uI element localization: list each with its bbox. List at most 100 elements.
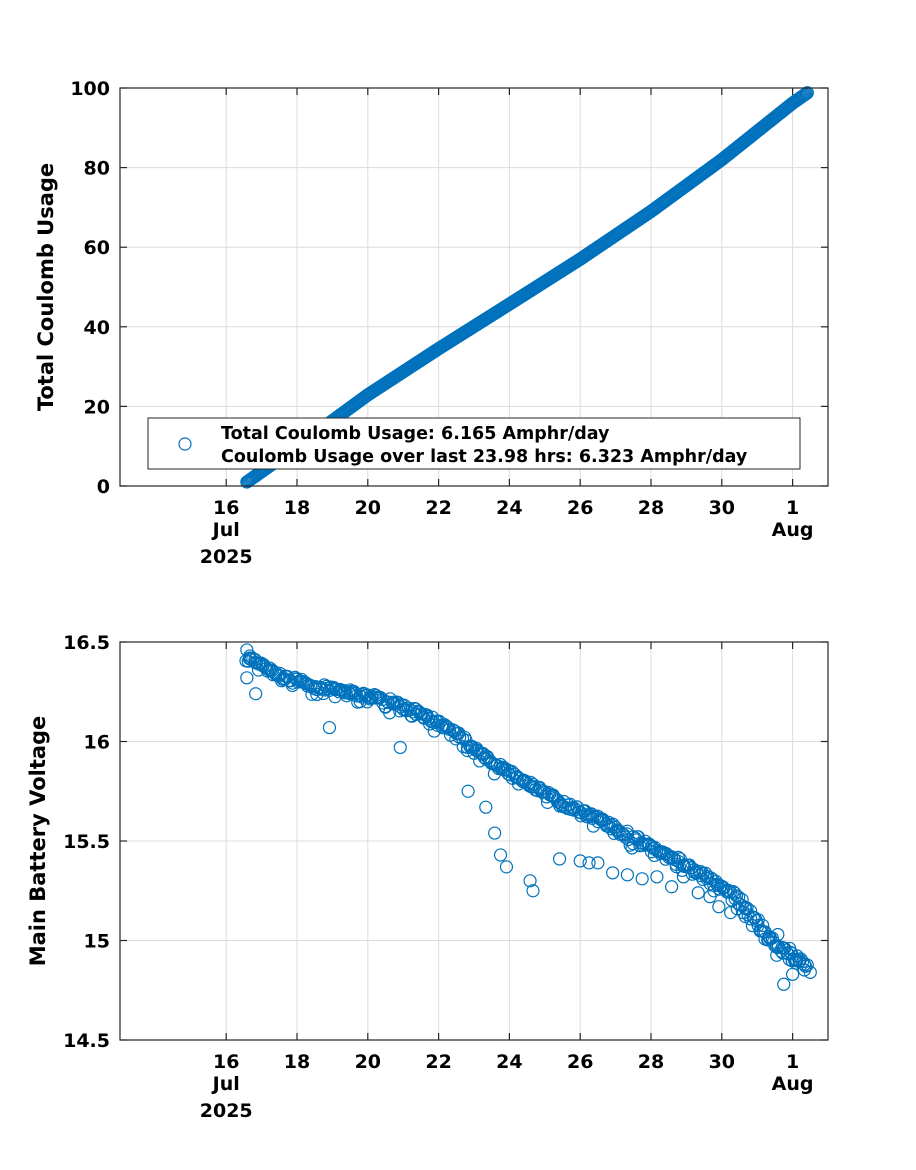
data-point (797, 88, 811, 102)
x-tick-label: 28 (638, 497, 664, 519)
x-tick-label: 1 (786, 497, 799, 519)
y-tick-label: 80 (84, 158, 110, 180)
data-point (785, 967, 800, 981)
data-point (557, 794, 571, 809)
data-point (676, 870, 691, 884)
x-tick-label: 24 (496, 497, 522, 519)
data-point (756, 918, 770, 933)
coulomb-series (240, 86, 814, 489)
voltage-ticks (120, 641, 828, 1041)
data-point (606, 866, 620, 880)
legend-box (147, 417, 801, 470)
data-point (650, 870, 664, 884)
data-point (732, 890, 746, 904)
data-point (800, 86, 814, 100)
coulomb-axes-frame (119, 87, 829, 487)
coulomb-legend: Total Coulomb Usage: 6.165 Amphr/day Cou… (147, 417, 801, 470)
legend-entry-recent-usage: Coulomb Usage over last 23.98 hrs: 6.323… (221, 447, 748, 467)
y-tick-label: 14.5 (63, 1030, 110, 1052)
legend-entry-total-usage: Total Coulomb Usage: 6.165 Amphr/day (221, 424, 610, 444)
y-tick-label: 60 (84, 237, 110, 259)
data-point (796, 89, 810, 103)
data-point (682, 858, 696, 872)
x-tick-label: 1 (786, 1051, 799, 1073)
voltage-y-axis-label: Main Battery Voltage (26, 716, 50, 967)
x-tick-label: 24 (496, 1051, 522, 1073)
y-tick-label: 20 (84, 396, 110, 418)
data-point (501, 767, 515, 781)
x-tick-label: 16 (213, 1051, 239, 1073)
x-tick-label: 20 (355, 1051, 381, 1073)
y-tick-label: 16.5 (63, 632, 110, 654)
data-point (479, 800, 493, 814)
y-tick-label: 15 (84, 931, 110, 953)
data-point (728, 886, 742, 900)
x-tick-label: 20 (355, 497, 381, 519)
data-point (762, 929, 776, 944)
coulomb-y-tick-labels: 0 20 40 60 80 100 (70, 78, 110, 498)
data-point (493, 848, 508, 862)
data-point (800, 958, 814, 972)
data-point (665, 880, 679, 894)
data-point (363, 692, 377, 706)
x-tick-label: 22 (425, 497, 451, 519)
coulomb-usage-chart: 16 18 20 22 24 26 28 30 1 Jul Aug 2025 0 20 40 60 80 100… (34, 78, 829, 568)
data-point (620, 868, 635, 882)
data-point (322, 720, 337, 735)
x-tick-label: 16 (213, 497, 239, 519)
x-tick-label: 18 (284, 1051, 310, 1073)
data-point (724, 906, 738, 920)
voltage-series (239, 643, 817, 991)
data-point (635, 872, 649, 886)
x-tick-label: 18 (284, 497, 310, 519)
y-tick-label: 15.5 (63, 831, 110, 853)
y-tick-label: 100 (70, 78, 110, 100)
data-point (240, 643, 254, 657)
data-point (631, 830, 645, 844)
data-point (691, 886, 705, 900)
data-point (777, 977, 791, 991)
voltage-y-tick-labels: 14.5 15 15.5 16 16.5 (63, 632, 110, 1052)
data-point (552, 852, 567, 866)
x-year-label: 2025 (200, 546, 253, 568)
coulomb-ticks (120, 87, 828, 487)
x-tick-label: 30 (709, 497, 735, 519)
coulomb-x-tick-labels: 16 18 20 22 24 26 28 30 1 Jul Aug 2025 (200, 497, 814, 568)
data-point (461, 784, 475, 798)
data-point (573, 854, 587, 868)
data-point (523, 874, 537, 888)
x-month-label: Jul (211, 1073, 240, 1095)
x-tick-label: 26 (567, 497, 593, 519)
data-point (783, 941, 797, 956)
data-point (788, 953, 803, 968)
data-point (240, 671, 254, 685)
data-point (393, 740, 407, 755)
x-tick-label: 22 (425, 1051, 451, 1073)
y-tick-label: 16 (84, 732, 110, 754)
x-year-label: 2025 (200, 1100, 253, 1122)
data-point (526, 884, 540, 898)
data-point (582, 856, 596, 870)
legend-marker (178, 437, 192, 451)
data-point (243, 649, 257, 663)
data-point (712, 900, 726, 914)
x-tick-label: 26 (567, 1051, 593, 1073)
x-tick-label: 28 (638, 1051, 664, 1073)
data-point (249, 687, 263, 701)
x-month-label: Jul (211, 519, 240, 541)
voltage-x-tick-labels: 16 18 20 22 24 26 28 30 1 Jul Aug 2025 (200, 1051, 814, 1122)
x-month-label: Aug (772, 1073, 814, 1095)
data-point (738, 910, 753, 924)
y-tick-label: 0 (97, 476, 110, 498)
data-point (591, 856, 605, 870)
x-month-label: Aug (772, 519, 814, 541)
data-point (310, 687, 324, 702)
data-point (720, 885, 734, 899)
data-point (703, 890, 717, 904)
x-tick-label: 30 (709, 1051, 735, 1073)
data-point (771, 927, 785, 942)
data-point (488, 826, 502, 840)
data-point (336, 685, 351, 699)
y-tick-label: 40 (84, 317, 110, 339)
